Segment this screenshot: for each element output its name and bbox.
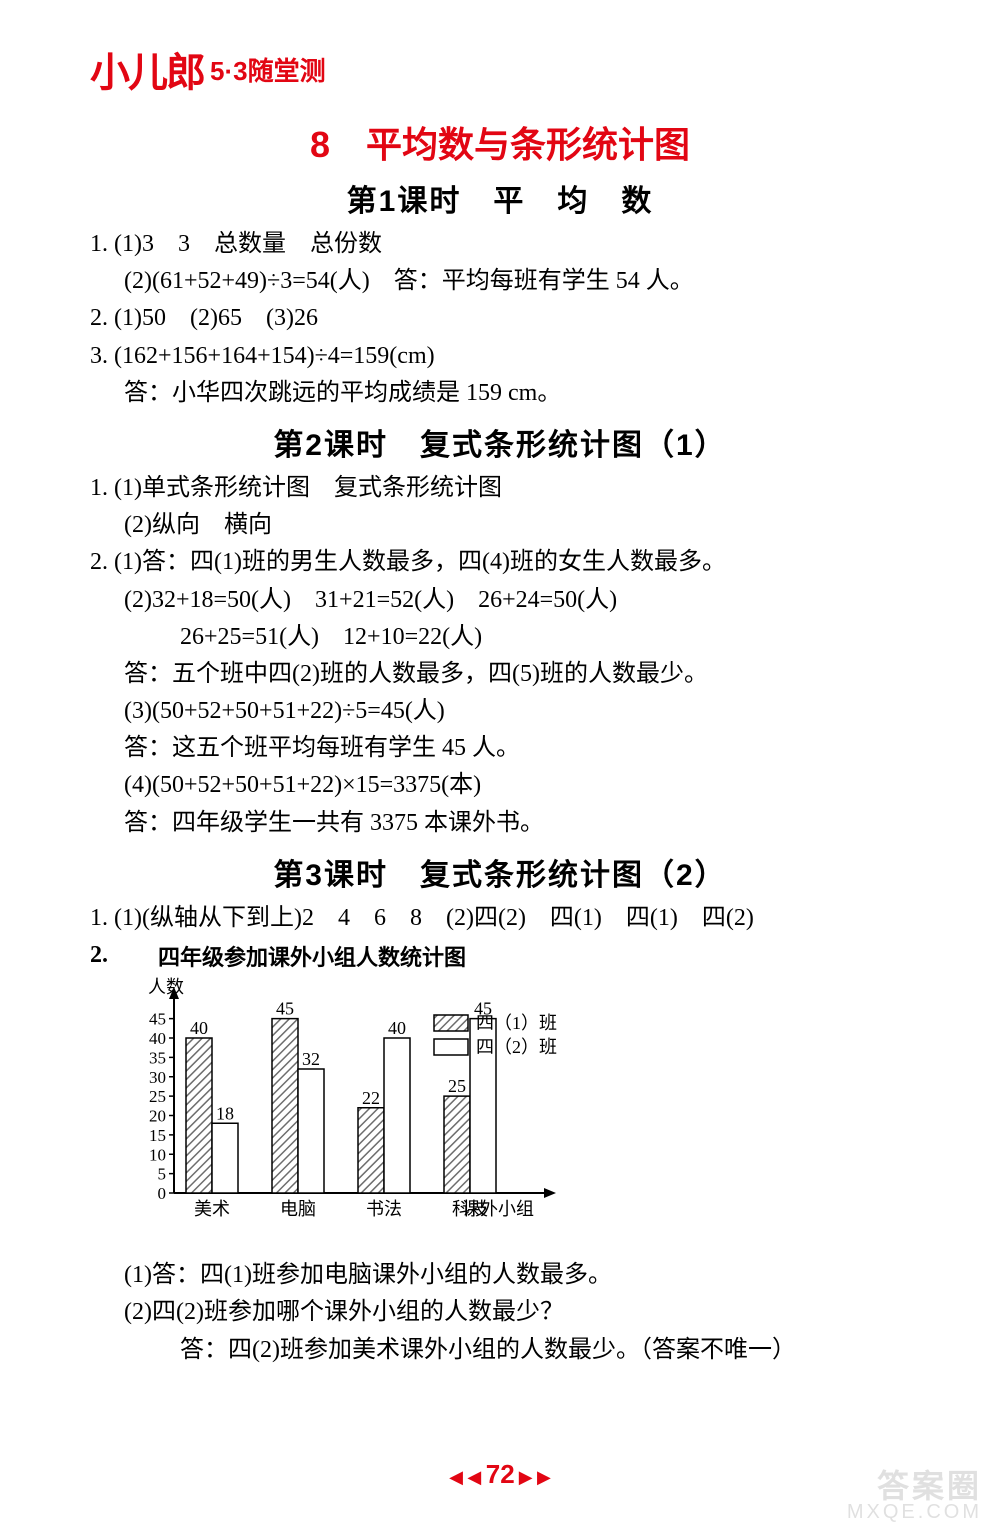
- l2-q2a: 2. (1)答：四(1)班的男生人数最多，四(4)班的女生人数最多。: [90, 544, 910, 581]
- svg-text:25: 25: [149, 1087, 166, 1106]
- l2-q2c: 26+25=51(人) 12+10=22(人): [90, 619, 910, 656]
- l1-q3b: 答：小华四次跳远的平均成绩是 159 cm。: [90, 375, 910, 412]
- svg-text:5: 5: [158, 1165, 167, 1184]
- svg-text:人数: 人数: [148, 977, 184, 997]
- svg-text:四（1）班: 四（1）班: [476, 1013, 557, 1033]
- lesson1-body: 1. (1)3 3 总数量 总份数 (2)(61+52+49)÷3=54(人) …: [90, 226, 910, 412]
- svg-text:四（2）班: 四（2）班: [476, 1037, 557, 1057]
- l2-q2e: (3)(50+52+50+51+22)÷5=45(人): [90, 693, 910, 730]
- brand-logo: 小儿郎: [90, 40, 204, 98]
- svg-text:45: 45: [276, 999, 294, 1019]
- tri-left-icon: ◀ ◀: [449, 1467, 486, 1487]
- watermark: 答案圈 MXQE.COM: [847, 1470, 982, 1522]
- l3-a3: 答：四(2)班参加美术课外小组的人数最少。（答案不唯一）: [90, 1332, 910, 1369]
- svg-text:美术: 美术: [194, 1199, 230, 1219]
- svg-text:32: 32: [302, 1049, 320, 1069]
- svg-text:20: 20: [149, 1107, 166, 1126]
- svg-text:45: 45: [149, 1010, 166, 1029]
- svg-text:10: 10: [149, 1145, 166, 1164]
- l3-a2: (2)四(2)班参加哪个课外小组的人数最少？: [90, 1294, 910, 1331]
- svg-text:书法: 书法: [366, 1199, 402, 1219]
- chapter-title: 8 平均数与条形统计图: [90, 116, 910, 168]
- l1-q3a: 3. (162+156+164+154)÷4=159(cm): [90, 338, 910, 375]
- svg-text:40: 40: [190, 1018, 208, 1038]
- svg-text:15: 15: [149, 1126, 166, 1145]
- svg-text:40: 40: [149, 1029, 166, 1048]
- page-header: 小儿郎 5·3随堂测: [90, 40, 910, 98]
- svg-text:30: 30: [149, 1068, 166, 1087]
- l1-q1b: (2)(61+52+49)÷3=54(人) 答：平均每班有学生 54 人。: [90, 263, 910, 300]
- l3-q2-label: 2.: [90, 937, 118, 974]
- page-footer: ◀ ◀ 72 ▶ ▶: [90, 1459, 910, 1490]
- l2-q2b: (2)32+18=50(人) 31+21=52(人) 26+24=50(人): [90, 582, 910, 619]
- l2-q1a: 1. (1)单式条形统计图 复式条形统计图: [90, 470, 910, 507]
- lesson2-body: 1. (1)单式条形统计图 复式条形统计图 (2)纵向 横向 2. (1)答：四…: [90, 470, 910, 842]
- l2-q2g: (4)(50+52+50+51+22)×15=3375(本): [90, 767, 910, 804]
- tri-right-icon: ▶ ▶: [519, 1467, 551, 1487]
- watermark-bot: MXQE.COM: [847, 1502, 982, 1522]
- svg-text:课外小组: 课外小组: [462, 1199, 534, 1219]
- svg-text:0: 0: [158, 1184, 167, 1203]
- svg-text:35: 35: [149, 1048, 166, 1067]
- page-number: 72: [486, 1459, 515, 1489]
- svg-text:18: 18: [216, 1103, 234, 1123]
- lesson2-title: 第2课时 复式条形统计图（1）: [90, 420, 910, 464]
- chart-title: 四年级参加课外小组人数统计图: [158, 941, 578, 975]
- svg-text:40: 40: [388, 1018, 406, 1038]
- svg-text:电脑: 电脑: [280, 1199, 316, 1219]
- l1-q1a: 1. (1)3 3 总数量 总份数: [90, 226, 910, 263]
- watermark-top: 答案圈: [847, 1470, 982, 1502]
- l2-q1b: (2)纵向 横向: [90, 507, 910, 544]
- brand-sub: 5·3随堂测: [210, 51, 326, 88]
- svg-text:25: 25: [448, 1076, 466, 1096]
- l3-q1: 1. (1)(纵轴从下到上)2 4 6 8 (2)四(2) 四(1) 四(1) …: [90, 900, 910, 937]
- l3-a1: (1)答：四(1)班参加电脑课外小组的人数最多。: [90, 1257, 910, 1294]
- lesson3-body: 1. (1)(纵轴从下到上)2 4 6 8 (2)四(2) 四(1) 四(1) …: [90, 900, 910, 1369]
- l2-q2h: 答：四年级学生一共有 3375 本课外书。: [90, 805, 910, 842]
- l1-q2: 2. (1)50 (2)65 (3)26: [90, 300, 910, 337]
- svg-text:22: 22: [362, 1088, 380, 1108]
- bar-chart: 人数0510152025303540454018美术4532电脑2240书法25…: [118, 977, 578, 1237]
- lesson3-title: 第3课时 复式条形统计图（2）: [90, 850, 910, 894]
- lesson1-title: 第1课时 平 均 数: [90, 176, 910, 220]
- l2-q2d: 答：五个班中四(2)班的人数最多，四(5)班的人数最少。: [90, 656, 910, 693]
- l2-q2f: 答：这五个班平均每班有学生 45 人。: [90, 730, 910, 767]
